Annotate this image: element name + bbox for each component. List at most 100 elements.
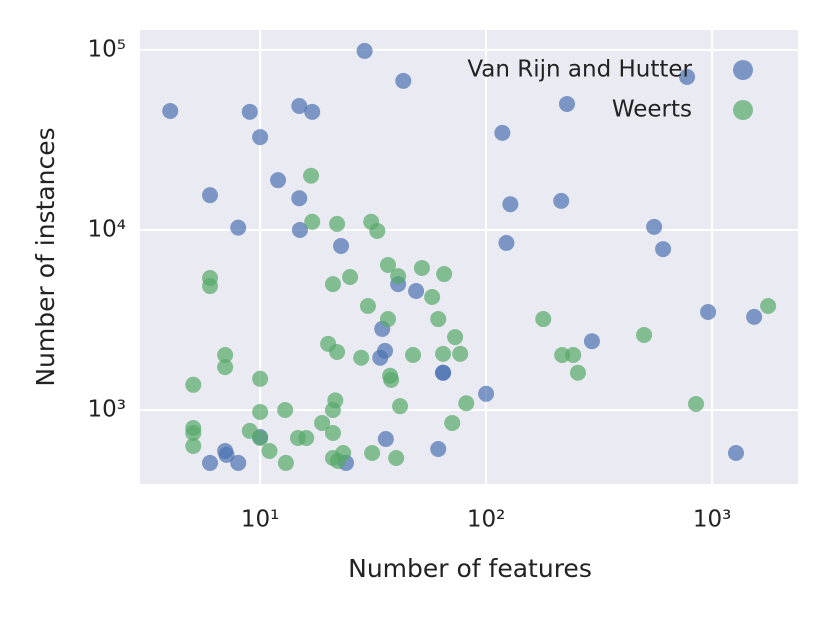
point (380, 256, 397, 273)
point (291, 221, 308, 238)
point (252, 429, 269, 446)
x-axis-label: Number of features (348, 554, 592, 583)
point (498, 234, 515, 251)
point (185, 376, 202, 393)
point (261, 442, 278, 459)
point (395, 72, 412, 89)
point (553, 192, 570, 209)
x-tick-label: 10² (467, 507, 506, 533)
point (372, 349, 389, 366)
point (380, 311, 397, 328)
point (746, 308, 763, 325)
point (636, 326, 653, 343)
point (444, 414, 461, 431)
x-tick-label: 10³ (693, 507, 732, 533)
point (760, 298, 777, 315)
point (252, 129, 269, 146)
point (304, 213, 321, 230)
legend-marker (733, 60, 753, 80)
point (377, 430, 394, 447)
point (535, 311, 552, 328)
point (356, 42, 373, 59)
point (202, 454, 219, 471)
point (679, 68, 696, 85)
points (162, 42, 777, 471)
point (452, 345, 469, 362)
point (405, 347, 422, 364)
point (314, 414, 331, 431)
point (342, 268, 359, 285)
point (277, 401, 294, 418)
point (241, 103, 258, 120)
point (185, 424, 202, 441)
legend: Van Rijn and Hutter Weerts (467, 57, 753, 123)
y-tick-label: 10⁵ (88, 36, 127, 62)
point (392, 398, 409, 415)
point (298, 429, 315, 446)
point (217, 442, 234, 459)
point (291, 98, 308, 115)
point (277, 454, 294, 471)
x-tick-label: 10¹ (241, 507, 280, 533)
point (569, 364, 586, 381)
legend-label: Van Rijn and Hutter (467, 57, 692, 83)
point (369, 222, 386, 239)
point (202, 278, 219, 295)
point (333, 237, 350, 254)
point (217, 347, 234, 364)
point (388, 450, 405, 467)
y-tick-label: 10³ (88, 396, 127, 422)
point (728, 444, 745, 461)
point (435, 345, 452, 362)
point (447, 329, 464, 346)
point (435, 364, 452, 381)
point (162, 102, 179, 119)
point (329, 215, 346, 232)
point (408, 282, 425, 299)
point (424, 289, 441, 306)
point (583, 333, 600, 350)
point (554, 347, 571, 364)
point (185, 437, 202, 454)
point (700, 304, 717, 321)
legend-marker (733, 100, 753, 120)
point (390, 268, 407, 285)
point (430, 441, 447, 458)
point (202, 187, 219, 204)
point (324, 276, 341, 293)
point (502, 196, 519, 213)
point (252, 370, 269, 387)
plot-area (140, 30, 798, 484)
point (688, 395, 705, 412)
point (646, 218, 663, 235)
legend-label: Weerts (612, 97, 692, 123)
y-axis-label: Number of instances (31, 127, 60, 386)
point (565, 347, 582, 364)
point (252, 403, 269, 420)
point (353, 349, 370, 366)
point (364, 444, 381, 461)
point (324, 424, 341, 441)
point (413, 259, 430, 276)
point (324, 401, 341, 418)
point (304, 103, 321, 120)
point (329, 452, 346, 469)
grid (140, 30, 798, 484)
point (291, 190, 308, 207)
point (303, 167, 320, 184)
point (270, 172, 287, 189)
point (383, 371, 400, 388)
y-tick-label: 10⁴ (88, 216, 127, 242)
point (230, 454, 247, 471)
point (329, 343, 346, 360)
point (458, 395, 475, 412)
point (478, 385, 495, 402)
point (430, 311, 447, 328)
point (436, 266, 453, 283)
point (217, 359, 234, 376)
point (558, 95, 575, 112)
point (359, 298, 376, 315)
point (230, 219, 247, 236)
